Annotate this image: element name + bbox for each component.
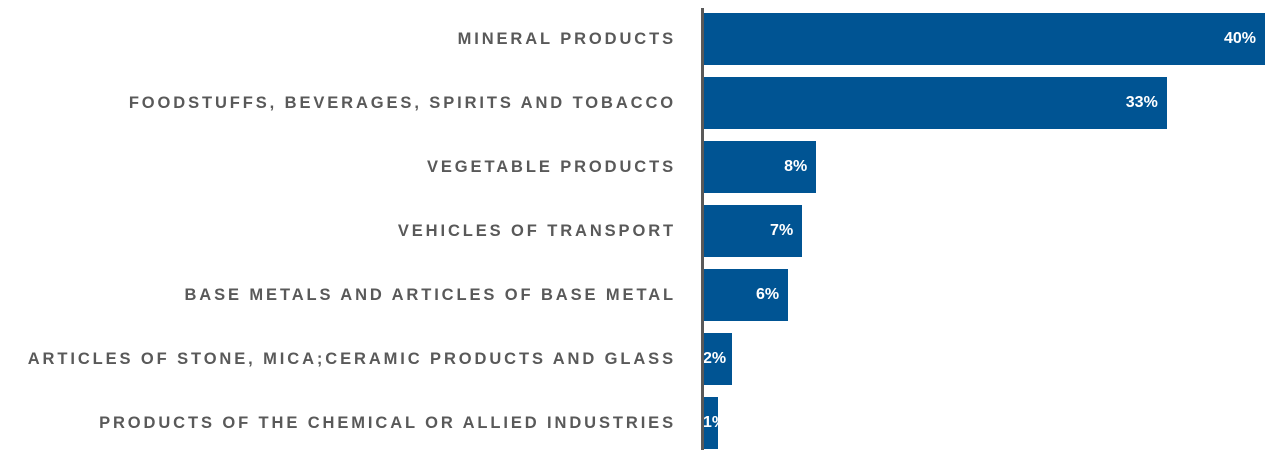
category-label: BASE METALS AND ARTICLES OF BASE METAL (184, 286, 676, 304)
bar (704, 77, 1167, 129)
bar (704, 141, 817, 193)
bar (704, 269, 789, 321)
value-label: 1% (703, 414, 727, 431)
value-label: 33% (1125, 94, 1158, 111)
category-label-row: PRODUCTS OF THE CHEMICAL OR ALLIED INDUS… (0, 391, 676, 455)
value-label: 8% (784, 158, 808, 175)
category-label: PRODUCTS OF THE CHEMICAL OR ALLIED INDUS… (99, 414, 676, 432)
category-label-row: ARTICLES OF STONE, MICA;CERAMIC PRODUCTS… (0, 327, 676, 391)
category-label-row: VEGETABLE PRODUCTS (0, 135, 676, 199)
bar (704, 333, 733, 385)
category-label: VEGETABLE PRODUCTS (427, 158, 676, 176)
value-label: 7% (770, 222, 794, 239)
category-label: MINERAL PRODUCTS (457, 30, 676, 48)
category-label: FOODSTUFFS, BEVERAGES, SPIRITS AND TOBAC… (128, 94, 676, 112)
category-label-row: FOODSTUFFS, BEVERAGES, SPIRITS AND TOBAC… (0, 71, 676, 135)
bar (704, 13, 1265, 65)
bar (704, 205, 803, 257)
value-label: 40% (1223, 30, 1256, 47)
value-label: 2% (703, 350, 727, 367)
category-label-row: MINERAL PRODUCTS (0, 7, 676, 71)
category-label-row: VEHICLES OF TRANSPORT (0, 199, 676, 263)
category-label: VEHICLES OF TRANSPORT (397, 222, 676, 240)
bar (704, 397, 719, 449)
y-axis-line (701, 8, 704, 450)
category-label-row: BASE METALS AND ARTICLES OF BASE METAL (0, 263, 676, 327)
category-label: ARTICLES OF STONE, MICA;CERAMIC PRODUCTS… (27, 350, 676, 368)
value-label: 6% (756, 286, 780, 303)
